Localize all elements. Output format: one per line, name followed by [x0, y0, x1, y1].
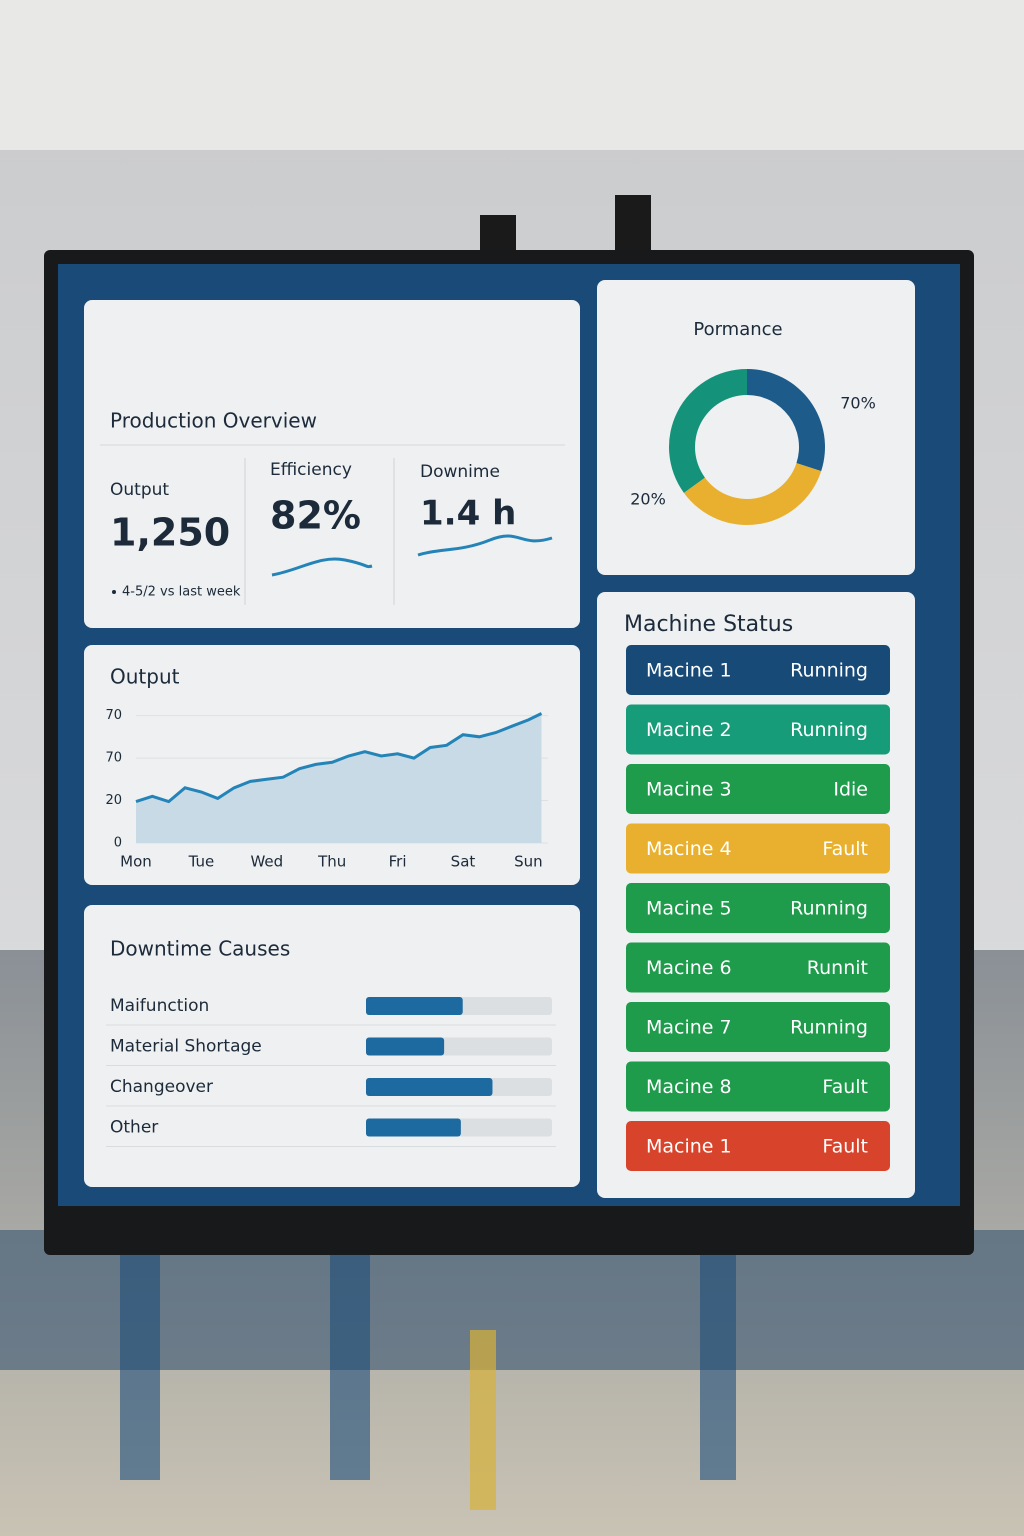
kpi-label: Efficiency — [270, 460, 352, 480]
x-tick-label: Fri — [389, 853, 407, 871]
machine-status: Fault — [822, 1076, 868, 1098]
sparkline — [271, 557, 373, 577]
overview-card — [84, 300, 580, 628]
performance-title: Pormance — [693, 319, 782, 340]
machine-name: Macine 8 — [646, 1076, 732, 1098]
performance-card — [597, 280, 915, 575]
status-row — [626, 1002, 890, 1052]
y-tick-label: 70 — [105, 708, 122, 723]
pillar — [120, 1220, 160, 1480]
machine-status: Runnit — [807, 957, 868, 979]
donut-segment — [747, 369, 825, 472]
machine-name: Macine 6 — [646, 957, 732, 979]
output-title: Output — [110, 665, 180, 689]
machine-name: Macine 1 — [646, 1136, 732, 1158]
status-row — [626, 1061, 890, 1112]
machine-name: Macine 1 — [646, 660, 732, 682]
machine-status: Idie — [833, 779, 868, 801]
ceiling — [0, 0, 1024, 150]
machine-name: Macine 4 — [646, 838, 732, 860]
status-row — [626, 883, 890, 933]
status-row — [626, 942, 890, 993]
category-label: Maifunction — [110, 996, 209, 1016]
y-tick-label: 20 — [105, 793, 122, 808]
bar — [366, 1078, 493, 1096]
x-tick-label: Tue — [188, 853, 215, 871]
machine-name: Macine 5 — [646, 898, 732, 920]
post — [470, 1330, 496, 1510]
x-tick-label: Sat — [451, 853, 476, 871]
annotation: 70% — [840, 394, 876, 413]
kpi-value: 1.4 h — [420, 494, 516, 534]
kpi-value: 1,250 — [110, 511, 230, 555]
bar — [366, 1118, 461, 1137]
kpi-label: Output — [110, 480, 169, 500]
downtime-title: Downtime Causes — [110, 937, 290, 961]
status-row — [626, 764, 890, 814]
status-row — [626, 823, 890, 874]
line — [135, 712, 543, 804]
machine-status: Fault — [822, 1136, 868, 1158]
machine-name: Macine 7 — [646, 1017, 732, 1039]
bar — [366, 1037, 445, 1056]
kpi-value: 82% — [270, 494, 361, 538]
y-tick-label: 0 — [114, 836, 122, 851]
annotation: 20% — [630, 490, 666, 509]
x-tick-label: Mon — [120, 853, 152, 871]
pillar — [700, 1240, 736, 1480]
machine-name: Macine 2 — [646, 719, 732, 741]
donut-segment — [683, 463, 822, 526]
downtime-card — [84, 905, 580, 1187]
machine-name: Macine 3 — [646, 779, 732, 801]
machine-status: Running — [790, 1017, 868, 1039]
machine-status: Running — [790, 719, 868, 741]
category-label: Changeover — [110, 1077, 213, 1097]
kpi-note: 4-5/2 vs last week — [122, 585, 241, 600]
x-tick-label: Sun — [514, 853, 543, 871]
status-row — [626, 704, 890, 755]
area — [136, 713, 542, 843]
kpi-label: Downime — [420, 462, 500, 482]
machine-status: Running — [790, 660, 868, 682]
status-row — [626, 645, 890, 695]
category-label: Other — [110, 1118, 158, 1138]
bar — [366, 997, 463, 1015]
x-tick-label: Thu — [317, 853, 346, 871]
x-tick-label: Wed — [250, 853, 283, 871]
bullet — [112, 590, 116, 594]
machine-status: Running — [790, 898, 868, 920]
y-tick-label: 70 — [105, 751, 122, 766]
overview-title: Production Overview — [110, 409, 317, 433]
machine-status: Fault — [822, 838, 868, 860]
sparkline — [417, 534, 553, 557]
donut-segment — [668, 369, 747, 493]
machine-title: Machine Status — [624, 612, 793, 637]
status-row — [626, 1121, 890, 1171]
pillar — [330, 1230, 370, 1480]
category-label: Material Shortage — [110, 1037, 262, 1057]
